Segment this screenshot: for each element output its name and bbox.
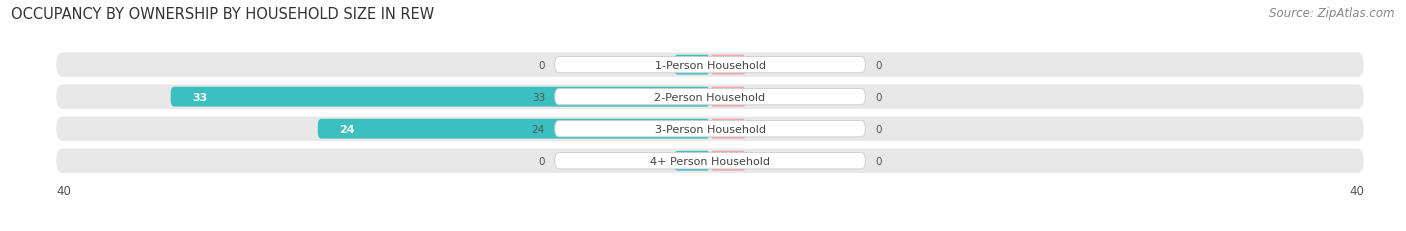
- FancyBboxPatch shape: [673, 151, 710, 171]
- FancyBboxPatch shape: [170, 87, 710, 107]
- FancyBboxPatch shape: [710, 87, 747, 107]
- FancyBboxPatch shape: [555, 57, 865, 73]
- FancyBboxPatch shape: [710, 119, 747, 139]
- FancyBboxPatch shape: [710, 151, 747, 171]
- Text: 40: 40: [56, 184, 72, 197]
- Text: Source: ZipAtlas.com: Source: ZipAtlas.com: [1270, 7, 1395, 20]
- Legend: Owner-occupied, Renter-occupied: Owner-occupied, Renter-occupied: [589, 229, 831, 231]
- Text: 0: 0: [875, 124, 882, 134]
- Text: 0: 0: [875, 156, 882, 166]
- Text: 24: 24: [531, 124, 546, 134]
- FancyBboxPatch shape: [673, 55, 710, 75]
- Text: 33: 33: [193, 92, 208, 102]
- Text: 2-Person Household: 2-Person Household: [654, 92, 766, 102]
- Text: 0: 0: [538, 60, 546, 70]
- FancyBboxPatch shape: [555, 121, 865, 137]
- Text: 0: 0: [875, 60, 882, 70]
- FancyBboxPatch shape: [56, 85, 1364, 109]
- Text: 4+ Person Household: 4+ Person Household: [650, 156, 770, 166]
- FancyBboxPatch shape: [56, 117, 1364, 141]
- Text: 24: 24: [339, 124, 354, 134]
- Text: OCCUPANCY BY OWNERSHIP BY HOUSEHOLD SIZE IN REW: OCCUPANCY BY OWNERSHIP BY HOUSEHOLD SIZE…: [11, 7, 434, 22]
- Text: 33: 33: [531, 92, 546, 102]
- FancyBboxPatch shape: [555, 89, 865, 105]
- Text: 1-Person Household: 1-Person Household: [655, 60, 765, 70]
- FancyBboxPatch shape: [318, 119, 710, 139]
- Text: 40: 40: [1348, 184, 1364, 197]
- FancyBboxPatch shape: [56, 53, 1364, 77]
- FancyBboxPatch shape: [710, 55, 747, 75]
- Text: 0: 0: [875, 92, 882, 102]
- Text: 3-Person Household: 3-Person Household: [655, 124, 765, 134]
- FancyBboxPatch shape: [56, 149, 1364, 173]
- Text: 0: 0: [538, 156, 546, 166]
- FancyBboxPatch shape: [555, 153, 865, 169]
